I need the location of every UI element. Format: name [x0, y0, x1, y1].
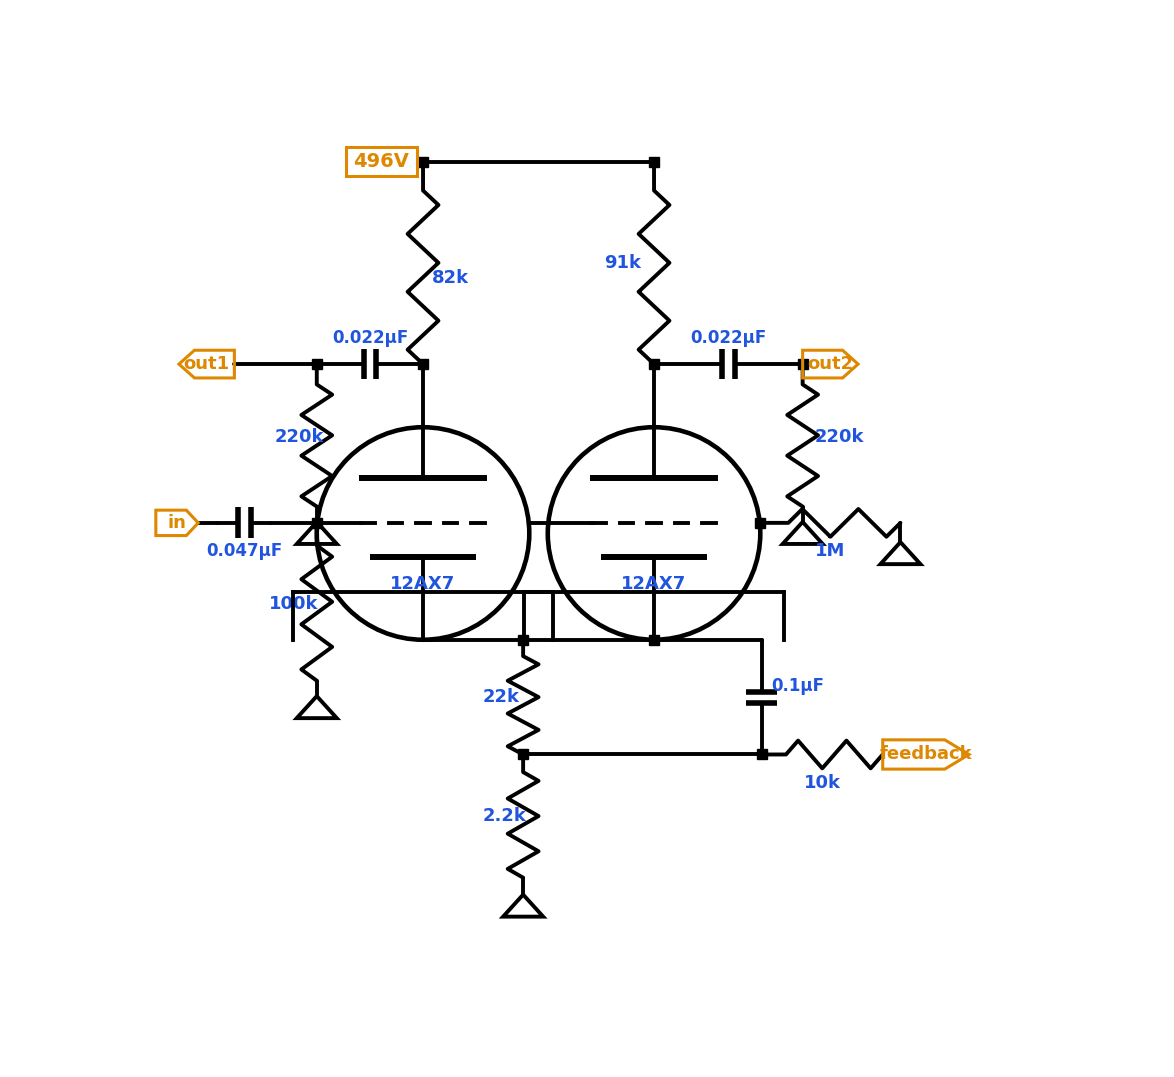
Text: 2.2k: 2.2k: [483, 807, 527, 825]
Text: 220k: 220k: [275, 429, 324, 446]
Text: out1: out1: [183, 355, 230, 373]
Bar: [312, 359, 322, 369]
Text: 0.022μF: 0.022μF: [332, 330, 409, 347]
Bar: [418, 156, 429, 167]
Text: 12AX7: 12AX7: [621, 575, 687, 593]
Bar: [649, 156, 659, 167]
Text: in: in: [168, 514, 187, 532]
Text: 220k: 220k: [815, 429, 864, 446]
Text: 10k: 10k: [804, 773, 841, 792]
Text: 91k: 91k: [603, 254, 641, 271]
Text: 100k: 100k: [269, 595, 318, 613]
Text: out2: out2: [808, 355, 853, 373]
Bar: [518, 750, 528, 759]
Bar: [418, 359, 429, 369]
Bar: [755, 518, 765, 528]
Text: feedback: feedback: [879, 745, 972, 764]
Text: 0.1μF: 0.1μF: [771, 676, 824, 695]
Text: 0.022μF: 0.022μF: [690, 330, 767, 347]
Text: 22k: 22k: [483, 688, 520, 707]
Text: 496V: 496V: [353, 152, 410, 171]
Text: 1M: 1M: [815, 542, 845, 560]
Text: 82k: 82k: [432, 269, 470, 288]
Bar: [518, 634, 528, 645]
Bar: [797, 359, 808, 369]
Bar: [649, 359, 659, 369]
Bar: [757, 750, 767, 759]
Text: 0.047μF: 0.047μF: [207, 542, 283, 560]
Bar: [312, 518, 322, 528]
FancyBboxPatch shape: [346, 146, 417, 177]
Text: 12AX7: 12AX7: [391, 575, 456, 593]
Bar: [649, 634, 659, 645]
